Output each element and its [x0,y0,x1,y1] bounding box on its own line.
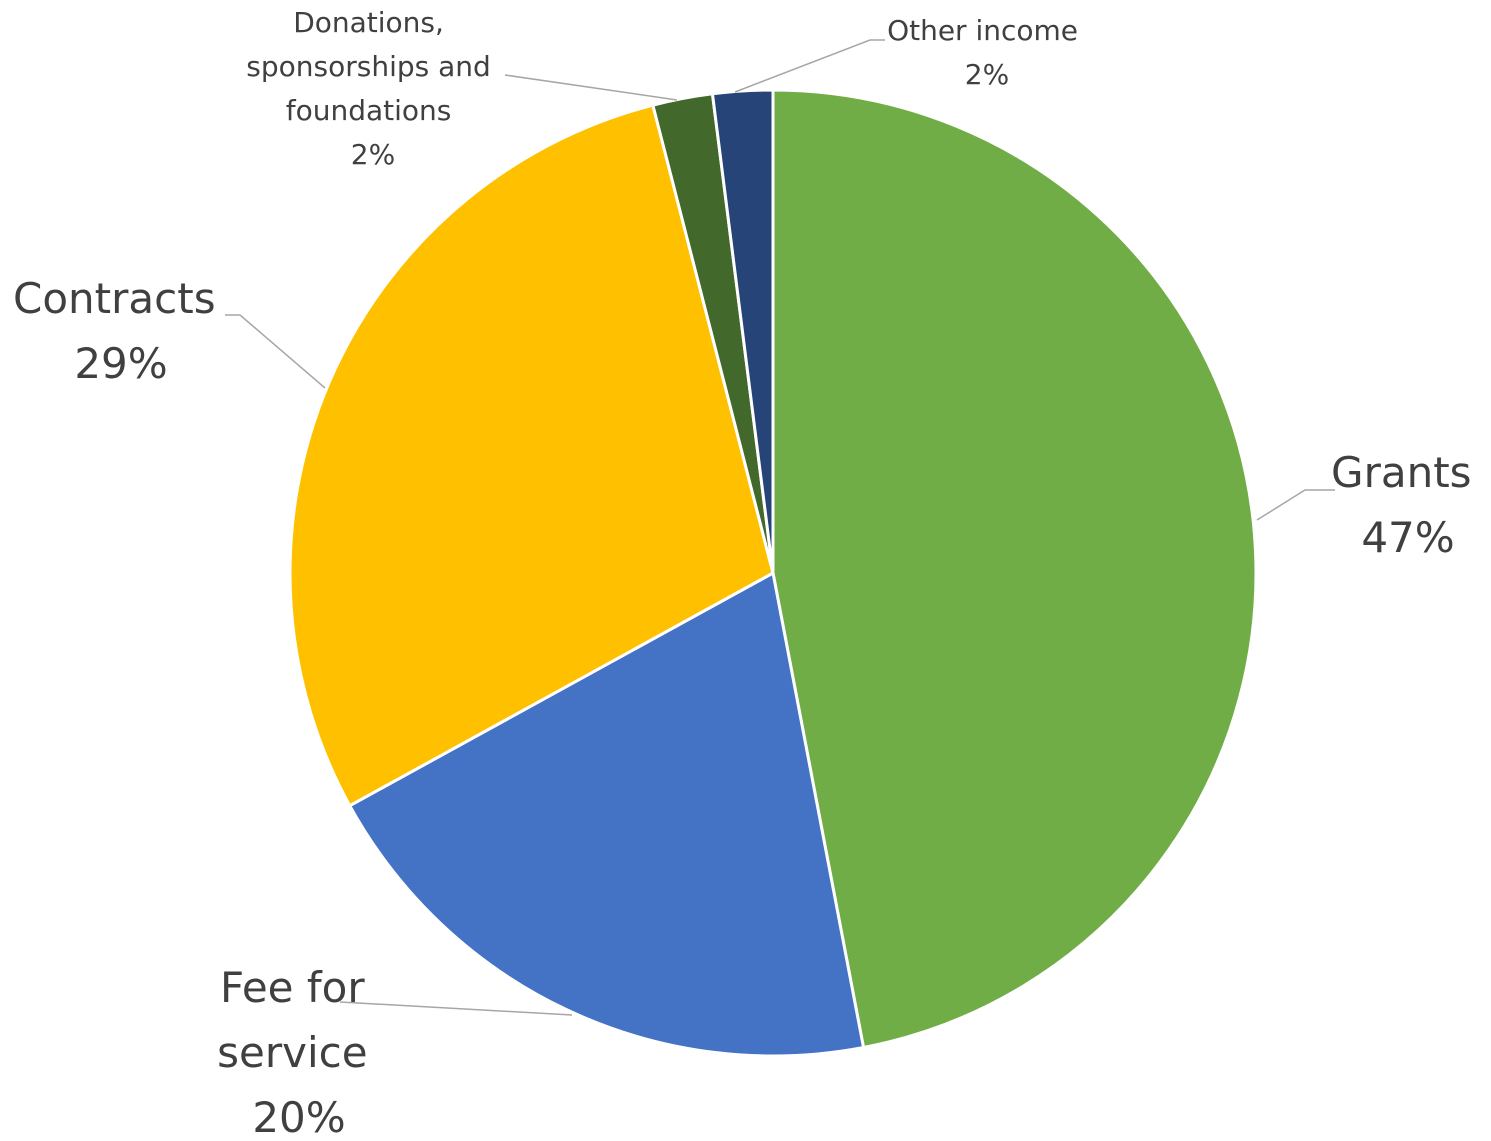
leader-lines [225,39,1335,1016]
data-label-donations-line3: foundations [286,94,452,127]
leader-line-other-income [734,39,885,93]
pie-slices [288,88,1258,1058]
data-label-contracts: Contracts 29% [13,274,229,388]
data-label-fee-name-line2: service [217,1028,367,1077]
data-label-donations-value: 2% [351,138,395,171]
data-label-fee-value: 20% [252,1093,345,1141]
data-label-other-income: Other income 2% [887,14,1087,91]
pie-slice-contracts [288,103,775,808]
data-label-fee-for-service: Fee for service 20% [217,963,381,1141]
pie-slice-grants [771,88,1258,1050]
leader-line-grants [1256,489,1335,521]
leader-line-contracts [225,314,326,389]
data-label-other-income-value: 2% [965,58,1009,91]
data-label-other-income-name: Other income [887,14,1078,47]
data-label-contracts-value: 29% [74,339,167,388]
pie-slice-fee-for-service [347,570,866,1058]
leader-line-donations [504,74,678,101]
data-label-donations-line2: sponsorships and [246,50,491,83]
data-label-grants-value: 47% [1361,513,1454,562]
data-label-donations: Donations, sponsorships and foundations … [246,6,499,171]
pie-slice-other-income [710,88,775,574]
data-label-grants: Grants 47% [1331,448,1485,562]
data-label-contracts-name: Contracts [13,274,216,323]
data-label-donations-line1: Donations, [293,6,444,39]
data-label-fee-name-line1: Fee for [220,963,365,1012]
leader-line-fee-for-service [339,1001,573,1016]
data-label-grants-name: Grants [1331,448,1472,497]
data-labels: Grants 47% Fee for service 20% Contracts… [13,6,1485,1141]
